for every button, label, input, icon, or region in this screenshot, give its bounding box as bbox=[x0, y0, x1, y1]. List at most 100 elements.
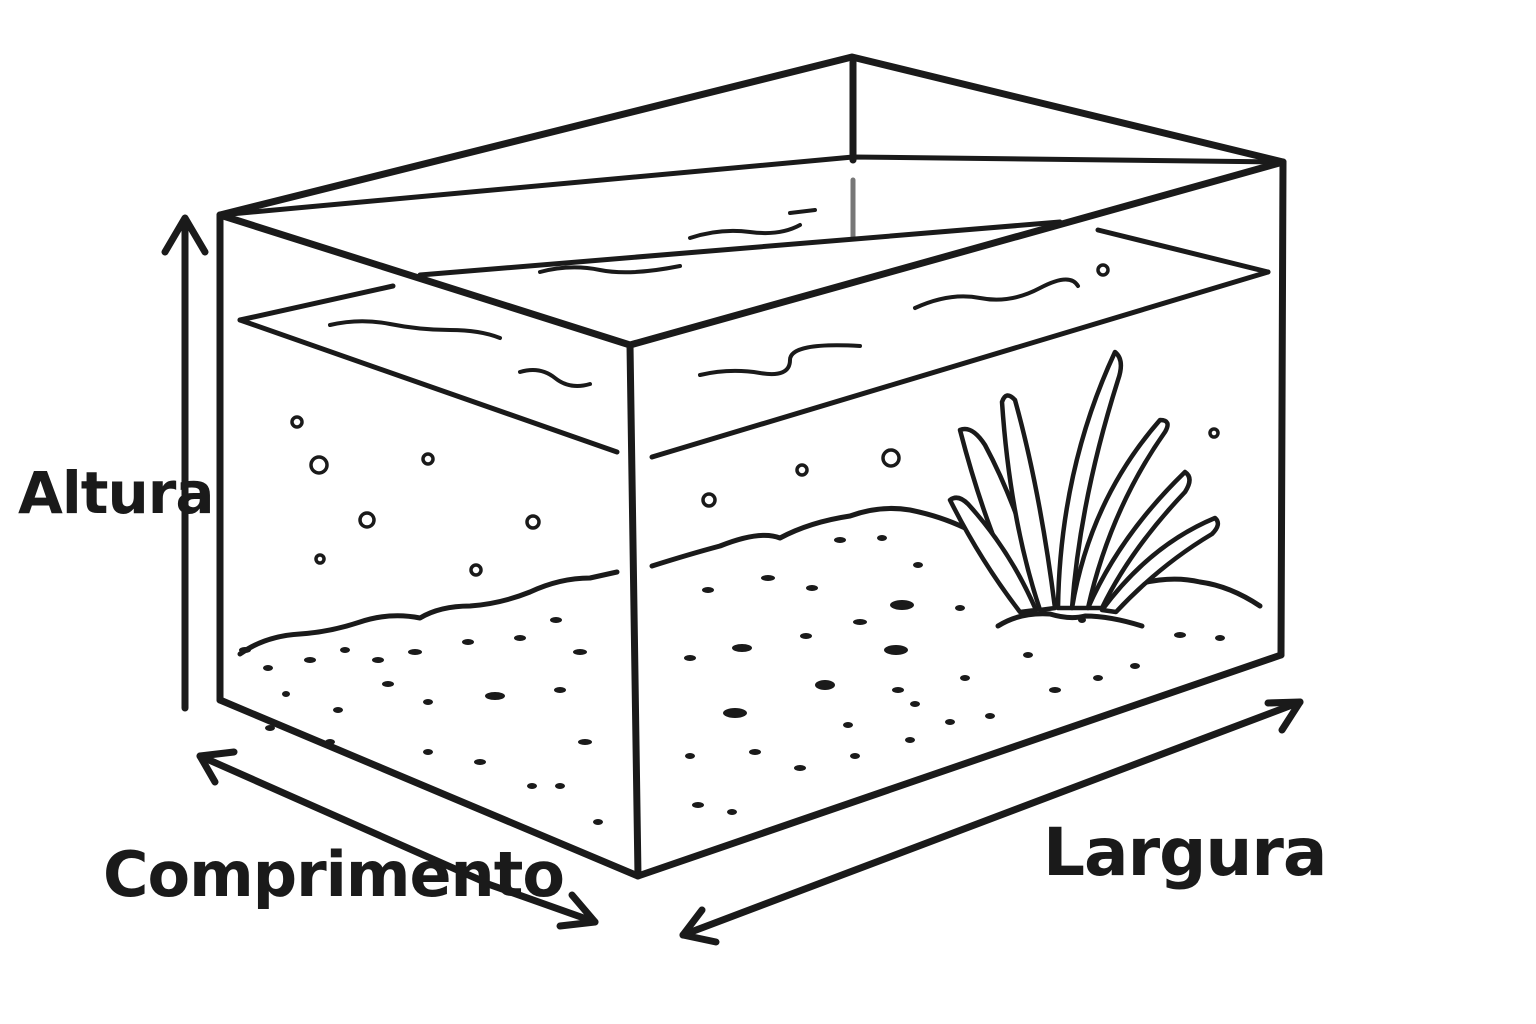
sand-grain bbox=[423, 749, 433, 755]
sand-grain bbox=[573, 649, 587, 655]
length-arrow bbox=[196, 748, 599, 930]
tank-bottom-edge bbox=[216, 651, 1285, 880]
sand-line-left bbox=[237, 569, 620, 657]
sand-grain bbox=[550, 617, 562, 623]
sand-grain bbox=[474, 759, 486, 765]
water-line-right-face bbox=[649, 269, 1271, 460]
height-arrow bbox=[161, 214, 209, 712]
aquarium-tank bbox=[216, 53, 1287, 880]
sand-grain bbox=[684, 655, 696, 661]
sand-grain bbox=[514, 635, 526, 641]
sand-grain bbox=[806, 585, 818, 591]
sand-grain bbox=[372, 657, 384, 663]
sand-grain bbox=[1049, 687, 1061, 693]
sand-grain bbox=[1174, 632, 1186, 638]
water-line-back-2 bbox=[417, 219, 1063, 278]
sand-grain bbox=[263, 665, 273, 671]
bubble bbox=[469, 563, 483, 577]
height-label: Altura bbox=[18, 459, 214, 527]
sand-grain bbox=[239, 647, 251, 653]
sand-grain bbox=[340, 647, 350, 653]
sand-grain bbox=[732, 644, 752, 652]
sand-grain bbox=[685, 753, 695, 759]
sand-grain bbox=[382, 681, 394, 687]
sand-grain bbox=[593, 819, 603, 825]
bubble bbox=[795, 463, 809, 477]
width-arrow-head-start bbox=[679, 906, 720, 946]
plant-leaf bbox=[999, 393, 1058, 613]
sand-grain bbox=[692, 802, 704, 808]
sand-grain bbox=[913, 562, 923, 568]
water-line-left-face bbox=[237, 317, 620, 455]
sand-grain bbox=[265, 725, 275, 731]
sand-grain bbox=[485, 692, 505, 700]
sand-grain bbox=[578, 739, 592, 745]
sand-grain bbox=[843, 722, 853, 728]
sand-grain bbox=[853, 619, 867, 625]
water-surface bbox=[237, 219, 1271, 460]
sand-grain bbox=[408, 649, 422, 655]
ripple bbox=[538, 264, 682, 275]
sand-substrate bbox=[237, 506, 1263, 657]
sand-grain bbox=[325, 739, 335, 745]
plant-leaf bbox=[1085, 469, 1192, 611]
sand-grain bbox=[877, 535, 887, 541]
sand-grain bbox=[555, 783, 565, 789]
sand-grain bbox=[945, 719, 955, 725]
tank-right-vertical-edge bbox=[1277, 158, 1287, 659]
sand-grain bbox=[850, 753, 860, 759]
sand-grain bbox=[702, 587, 714, 593]
width-arrow bbox=[679, 698, 1304, 946]
sand-grain bbox=[955, 605, 965, 611]
sand-grain bbox=[985, 713, 995, 719]
ripple bbox=[698, 343, 862, 377]
sand-grains bbox=[239, 535, 1225, 825]
bubble bbox=[525, 514, 541, 530]
bubble bbox=[358, 511, 376, 529]
sand-grain bbox=[282, 691, 290, 697]
sand-grain bbox=[884, 645, 908, 655]
tank-front-corner-edge bbox=[626, 341, 642, 880]
water-line-back-3 bbox=[1095, 227, 1271, 275]
sand-grain bbox=[727, 809, 737, 815]
length-label: Comprimento bbox=[103, 838, 564, 911]
height-arrow-head bbox=[161, 214, 209, 256]
sand-grain bbox=[890, 600, 914, 610]
sand-grain bbox=[423, 699, 433, 705]
ripple bbox=[328, 319, 502, 340]
sand-grain bbox=[761, 575, 775, 581]
water-line-back bbox=[237, 283, 396, 323]
plant-leaf bbox=[1055, 349, 1124, 611]
bubbles bbox=[290, 415, 1220, 577]
ripple bbox=[788, 208, 817, 215]
sand-grain bbox=[815, 680, 835, 690]
sand-grain bbox=[1215, 635, 1225, 641]
sand-grain bbox=[554, 687, 566, 693]
length-arrow-shaft-a bbox=[196, 752, 484, 884]
sand-mound bbox=[995, 611, 1145, 629]
sand-grain bbox=[1078, 617, 1086, 623]
width-arrow-shaft bbox=[679, 698, 1304, 939]
sand-grain bbox=[960, 675, 970, 681]
ripple bbox=[913, 277, 1080, 310]
length-arrow-head-start bbox=[196, 748, 238, 786]
sand-grain bbox=[1130, 663, 1140, 669]
sand-grain bbox=[304, 657, 316, 663]
tank-inner-back-edge bbox=[217, 154, 1286, 218]
bubble bbox=[1208, 427, 1220, 439]
plant-leaf bbox=[1099, 515, 1221, 615]
width-arrow-head-end bbox=[1264, 698, 1304, 734]
sand-line-right bbox=[649, 506, 968, 569]
tank-top-back-edge bbox=[216, 53, 1287, 219]
bubble bbox=[290, 415, 304, 429]
bubble bbox=[309, 455, 329, 475]
sand-grain bbox=[749, 749, 761, 755]
sand-line-right-2 bbox=[1132, 576, 1263, 609]
bubble bbox=[421, 452, 435, 466]
ripple bbox=[688, 223, 802, 240]
sand-grain bbox=[333, 707, 343, 713]
sand-grain bbox=[527, 783, 537, 789]
water-ripples bbox=[328, 208, 1110, 388]
sand-grain bbox=[1023, 652, 1033, 658]
